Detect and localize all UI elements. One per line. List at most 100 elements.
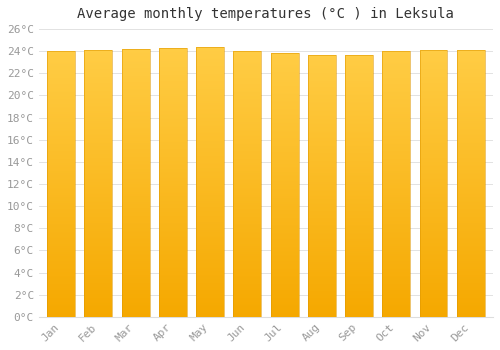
Bar [270,80,298,81]
Bar [308,224,336,225]
Bar [122,184,150,186]
Bar [84,55,112,57]
Bar [345,190,373,191]
Bar [84,282,112,284]
Bar [196,151,224,152]
Bar [420,180,448,181]
Bar [159,297,187,298]
Bar [345,174,373,175]
Bar [345,218,373,220]
Bar [84,90,112,91]
Bar [382,108,410,110]
Bar [382,246,410,248]
Bar [47,56,75,58]
Bar [308,85,336,86]
Bar [308,201,336,203]
Bar [234,289,262,290]
Bar [47,215,75,216]
Bar [234,298,262,300]
Bar [122,276,150,278]
Bar [420,145,448,146]
Bar [270,254,298,255]
Bar [159,237,187,239]
Bar [47,233,75,235]
Bar [196,114,224,116]
Bar [84,223,112,225]
Bar [122,240,150,242]
Bar [122,287,150,289]
Bar [382,270,410,272]
Bar [234,218,262,220]
Bar [308,293,336,294]
Bar [420,222,448,223]
Bar [196,225,224,226]
Bar [270,260,298,261]
Bar [457,225,484,226]
Bar [84,70,112,71]
Bar [457,297,484,298]
Bar [382,179,410,180]
Bar [47,114,75,115]
Bar [308,304,336,305]
Bar [382,104,410,106]
Bar [196,274,224,275]
Bar [270,227,298,229]
Bar [84,191,112,193]
Bar [270,163,298,164]
Bar [122,293,150,294]
Bar [382,213,410,215]
Bar [270,281,298,282]
Bar [47,141,75,143]
Bar [382,139,410,140]
Bar [420,124,448,125]
Bar [382,269,410,270]
Bar [457,273,484,274]
Bar [122,208,150,210]
Bar [234,172,262,173]
Bar [308,312,336,313]
Bar [420,174,448,175]
Bar [196,162,224,163]
Bar [270,294,298,296]
Bar [47,163,75,164]
Bar [457,74,484,75]
Bar [308,111,336,112]
Bar [159,280,187,282]
Bar [345,110,373,111]
Bar [47,212,75,213]
Bar [47,153,75,155]
Bar [308,255,336,257]
Bar [420,82,448,83]
Bar [420,101,448,102]
Bar [47,249,75,250]
Bar [420,309,448,310]
Bar [196,67,224,68]
Bar [122,109,150,111]
Bar [159,59,187,60]
Bar [84,230,112,231]
Bar [270,243,298,244]
Bar [308,57,336,58]
Bar [47,64,75,66]
Bar [345,226,373,228]
Bar [234,216,262,217]
Bar [457,133,484,134]
Bar [47,52,75,54]
Bar [122,212,150,214]
Bar [47,167,75,168]
Bar [420,225,448,226]
Bar [84,250,112,251]
Bar [457,158,484,160]
Bar [382,206,410,208]
Bar [270,139,298,140]
Bar [420,86,448,88]
Bar [122,177,150,179]
Bar [84,129,112,130]
Bar [234,315,262,317]
Bar [457,186,484,188]
Bar [159,247,187,248]
Bar [47,204,75,205]
Bar [270,180,298,181]
Bar [382,180,410,181]
Bar [270,315,298,317]
